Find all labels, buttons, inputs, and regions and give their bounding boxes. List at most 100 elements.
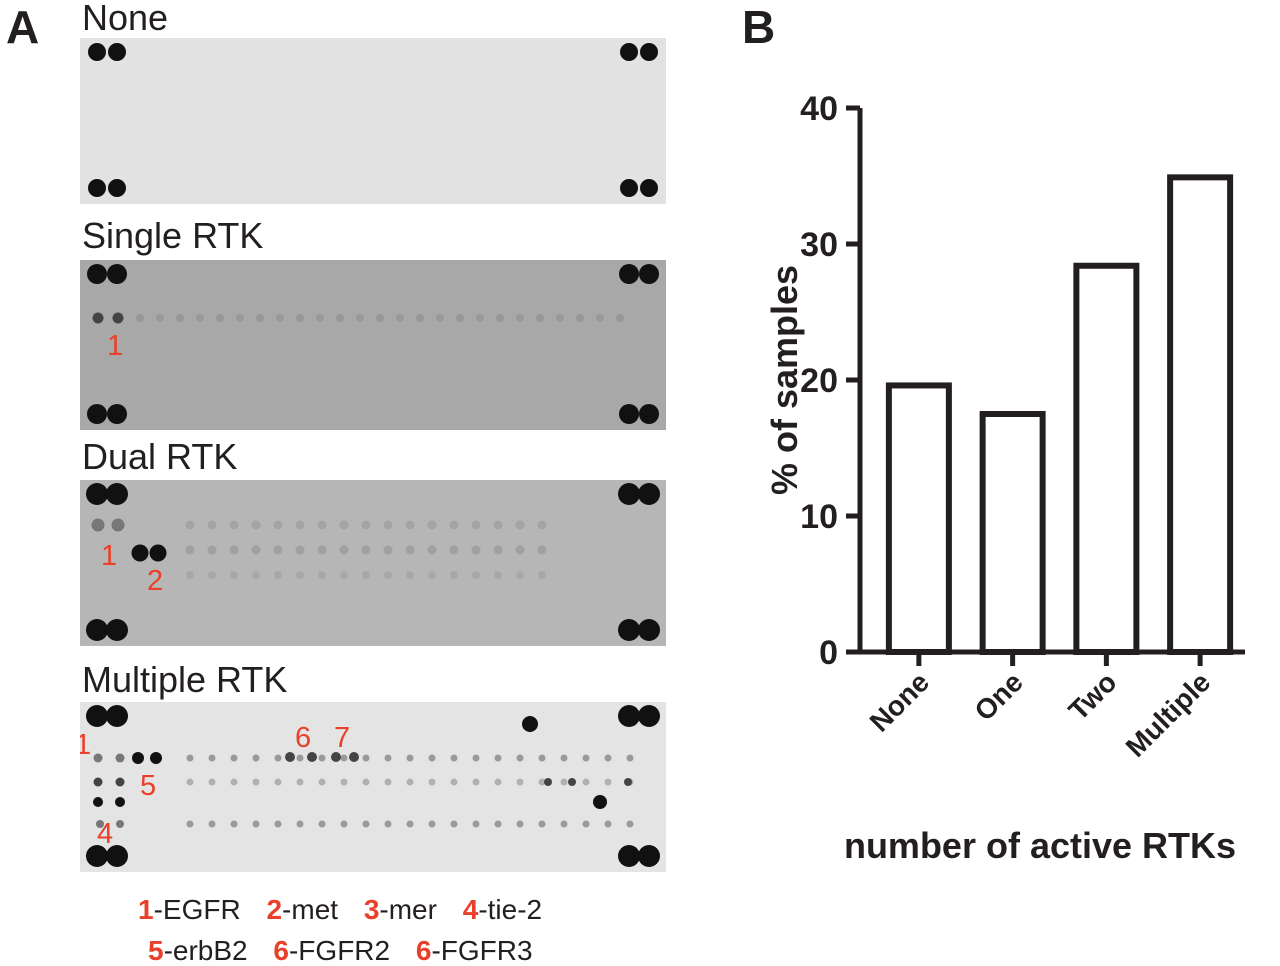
blot-spot [296, 314, 304, 322]
bar-none [885, 382, 952, 655]
x-tick-label: Multiple [1120, 666, 1217, 763]
blot-spot [604, 820, 612, 828]
blot-label: 1 [107, 330, 124, 362]
blot-spot [516, 820, 524, 828]
blot-spot [340, 820, 348, 828]
blot-spot [494, 820, 502, 828]
blot-spot [494, 571, 502, 579]
blot-spot [396, 314, 404, 322]
blot-spot [340, 754, 348, 762]
blot-spot [428, 754, 436, 762]
blot-spot [115, 777, 125, 787]
blot-spot [295, 520, 305, 530]
blot-spot [339, 520, 349, 530]
blot-spot [544, 778, 552, 786]
blot-spot [522, 716, 538, 732]
legend-row-2: 5-erbB2 6-FGFR2 6-FGFR3 [148, 937, 533, 965]
blot-spot [136, 314, 144, 322]
blot-spot [582, 778, 590, 786]
blot-spot [339, 545, 349, 555]
bar-one [979, 411, 1046, 655]
blot-title-single: Single RTK [82, 215, 264, 256]
blot-spot [96, 820, 104, 828]
blot-spot [471, 520, 481, 530]
blot-title-dual: Dual RTK [82, 436, 238, 477]
blot-spot [405, 545, 415, 555]
blot-spot [618, 845, 640, 867]
blot-spot [427, 520, 437, 530]
blot-spot [349, 752, 359, 762]
blot-spot [274, 571, 282, 579]
blot-spot [207, 520, 217, 530]
blot-spot [111, 518, 125, 532]
blot-spot [538, 754, 546, 762]
blot-spot [331, 752, 341, 762]
blot-spot [274, 754, 282, 762]
blot-spot [340, 571, 348, 579]
blot-spot [428, 778, 436, 786]
blot-spot [406, 754, 414, 762]
blot-spot [516, 571, 524, 579]
blot-spot [472, 778, 480, 786]
blot-spot [106, 705, 128, 727]
x-tick-label: None [864, 666, 935, 737]
blot-spot [626, 820, 634, 828]
blot-spot [604, 778, 612, 786]
blot-spot [449, 545, 459, 555]
blot-spot [93, 777, 103, 787]
blot-spot [274, 820, 282, 828]
blot-spot [88, 43, 106, 61]
blot-spot [87, 264, 107, 284]
blot-spot [93, 797, 103, 807]
blot-none [80, 38, 666, 204]
blot-spot [640, 43, 658, 61]
blot-spot [626, 754, 634, 762]
blot-spot [176, 314, 184, 322]
blot-spot [252, 571, 260, 579]
blot-spot [251, 520, 261, 530]
blot-spot [108, 179, 126, 197]
legend-item: 6-FGFR2 [273, 935, 391, 966]
bar-chart: % of samples number of active RTKs 0 10 20… [764, 90, 1245, 866]
blot-spot [252, 820, 260, 828]
blot-spot [361, 545, 371, 555]
blot-spot [618, 483, 640, 505]
blot-spot [340, 778, 348, 786]
blot-spot [576, 314, 584, 322]
blot-spot [496, 314, 504, 322]
blot-spot [229, 520, 239, 530]
blot-spot [638, 619, 660, 641]
blot-spot [115, 797, 125, 807]
blot-spot [494, 778, 502, 786]
blot-spot [376, 314, 384, 322]
blot-spot [150, 752, 162, 764]
blot-spot [494, 754, 502, 762]
x-axis-label: number of active RTKs [844, 825, 1236, 866]
blot-spot [476, 314, 484, 322]
blot-spot [186, 754, 194, 762]
blot-spot [230, 778, 238, 786]
blot-spot [88, 179, 106, 197]
blot-spot [620, 43, 638, 61]
blot-spot [256, 314, 264, 322]
blot-spot [450, 820, 458, 828]
blot-spot [185, 545, 195, 555]
blot-spot [449, 520, 459, 530]
blot-spot [515, 545, 525, 555]
blot-spot [406, 778, 414, 786]
blot-spot [295, 545, 305, 555]
blot-spot [384, 571, 392, 579]
blot-spot [208, 754, 216, 762]
blot-spot [317, 520, 327, 530]
blot-spot [252, 778, 260, 786]
blot-spot [216, 314, 224, 322]
blot-spot [186, 820, 194, 828]
blot-spot [186, 571, 194, 579]
blot-spot [493, 520, 503, 530]
blot-spot [317, 545, 327, 555]
blot-spot [208, 778, 216, 786]
legend-item: 3-mer [363, 894, 437, 925]
blot-spot [106, 619, 128, 641]
y-tick-label: 20 [800, 362, 838, 400]
blot-spot [383, 545, 393, 555]
